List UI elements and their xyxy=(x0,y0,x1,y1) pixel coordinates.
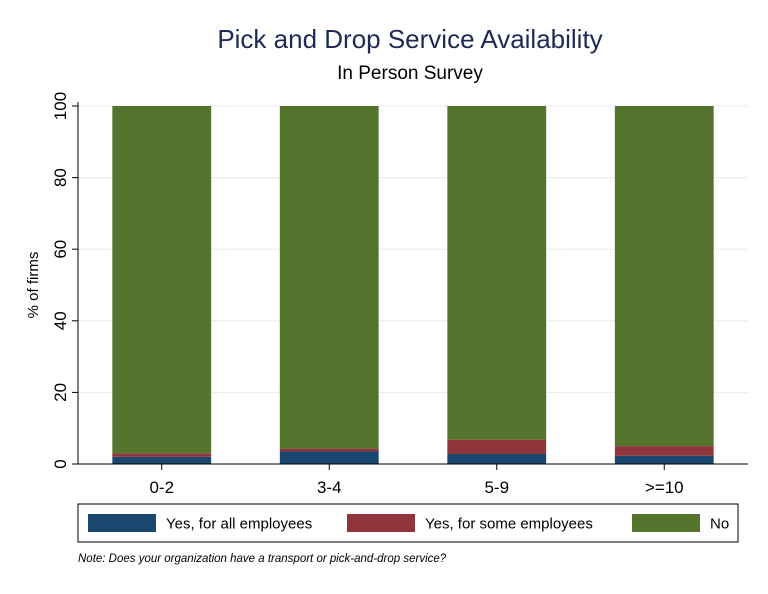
x-tick-label: 3-4 xyxy=(317,478,342,497)
y-tick-label: 100 xyxy=(51,92,70,120)
bar-segment xyxy=(112,456,212,464)
bar-segment xyxy=(112,453,212,457)
x-tick-label: 5-9 xyxy=(484,478,509,497)
legend-label: Yes, for all employees xyxy=(166,516,312,533)
legend-swatch xyxy=(347,514,415,532)
legend-swatch xyxy=(88,514,156,532)
x-tick-label: >=10 xyxy=(645,478,684,497)
y-axis-label: % of firms xyxy=(25,252,42,319)
y-tick-label: 0 xyxy=(51,459,70,468)
chart-subtitle: In Person Survey xyxy=(337,63,483,84)
bar-segment xyxy=(447,453,547,464)
bar-segment xyxy=(614,446,714,456)
bar-segment xyxy=(614,106,714,447)
y-tick-label: 20 xyxy=(51,383,70,402)
x-tick-label: 0-2 xyxy=(149,478,174,497)
bar-segment xyxy=(279,106,379,449)
bar-segment xyxy=(614,455,714,464)
y-tick-label: 80 xyxy=(51,168,70,187)
axes: 0 20 40 60 80 100 0-2 3-4 5-9 >=10 xyxy=(51,92,748,497)
legend-label: No xyxy=(710,516,729,533)
bar-segment xyxy=(112,106,212,454)
chart-title: Pick and Drop Service Availability xyxy=(217,24,602,54)
legend: Yes, for all employees Yes, for some empl… xyxy=(77,503,739,543)
bar-segment xyxy=(279,451,379,464)
chart-note: Note: Does your organization have a tran… xyxy=(78,553,447,565)
legend-label: Yes, for some employees xyxy=(425,516,593,533)
bar-segment xyxy=(279,448,379,452)
y-tick-label: 40 xyxy=(51,311,70,330)
bars xyxy=(112,106,714,464)
bar-segment xyxy=(447,106,547,440)
bar-segment xyxy=(447,439,547,454)
y-tick-label: 60 xyxy=(51,240,70,259)
legend-swatch xyxy=(632,514,700,532)
